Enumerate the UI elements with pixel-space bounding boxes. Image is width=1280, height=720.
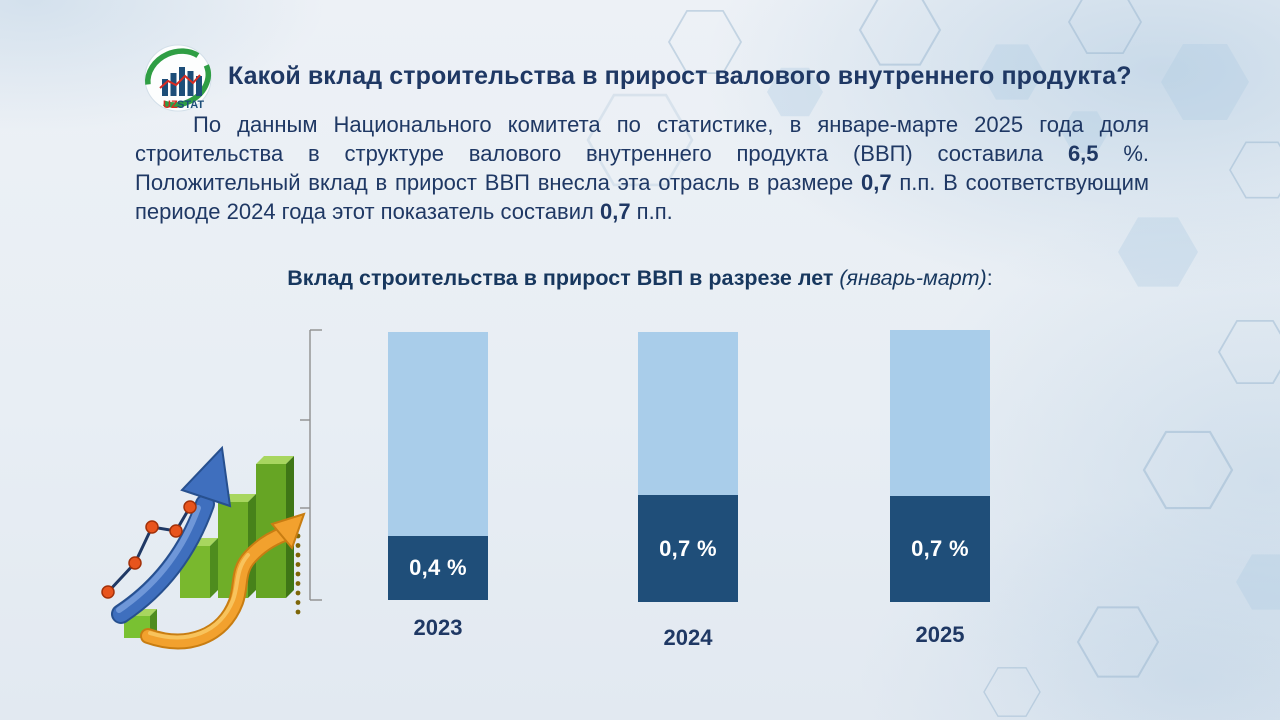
bar-segment-construction: 0,7 % bbox=[638, 495, 738, 602]
dotted-line-icon bbox=[295, 533, 301, 615]
growth-arrows-chart-illustration bbox=[101, 445, 306, 650]
category-label-2023: 2023 bbox=[413, 615, 463, 640]
logo-trend-line-icon bbox=[159, 74, 201, 89]
bar-segment-other bbox=[388, 332, 488, 536]
logo-text-uz: UZ bbox=[163, 99, 178, 111]
chart-title-segment: Вклад строительства в прирост ВВП в разр… bbox=[287, 266, 840, 290]
bar-value-label: 0,4 % bbox=[409, 555, 467, 580]
blue-arrow-icon bbox=[111, 445, 232, 624]
bar-2025: 0,7 % bbox=[890, 330, 990, 602]
bar-segment-other bbox=[638, 332, 738, 495]
dot-trend-line-icon bbox=[101, 500, 197, 599]
logo-circle bbox=[144, 44, 212, 112]
intro-bold-value: 0,7 bbox=[860, 170, 892, 195]
chart-title-segment: (январь-март) bbox=[839, 266, 987, 290]
chart-title-segment: : bbox=[986, 266, 993, 290]
bar-2023: 0,4 % bbox=[388, 332, 488, 600]
y-axis bbox=[300, 329, 322, 601]
intro-paragraph: По данным Национального комитета по стат… bbox=[135, 110, 1149, 226]
intro-text: По данным Национального комитета по стат… bbox=[135, 112, 1149, 166]
bar-segment-construction: 0,4 % bbox=[388, 536, 488, 600]
category-label-2024: 2024 bbox=[663, 625, 713, 650]
page-title: Какой вклад строительства в прирост вало… bbox=[228, 62, 1132, 90]
green-bars-icon bbox=[124, 456, 294, 638]
intro-text: %. Положительный вклад в прирост ВВП вне… bbox=[135, 141, 1149, 195]
intro-text: п.п. В соответствующим периоде 2024 года… bbox=[135, 170, 1149, 224]
intro-text: п.п. bbox=[630, 199, 673, 224]
bar-value-label: 0,7 % bbox=[911, 536, 969, 561]
orange-arrow-icon bbox=[140, 512, 306, 650]
bar-segment-other bbox=[890, 330, 990, 496]
intro-bold-value: 6,5 bbox=[1067, 141, 1099, 166]
bar-segment-construction: 0,7 % bbox=[890, 496, 990, 602]
uzstat-logo: UZ STAT bbox=[144, 44, 212, 112]
bar-value-label: 0,7 % bbox=[659, 535, 717, 561]
bar-2024: 0,7 % bbox=[638, 332, 738, 602]
logo-green-swoosh bbox=[145, 48, 211, 108]
chart-title: Вклад строительства в прирост ВВП в разр… bbox=[0, 266, 1280, 291]
category-label-2025: 2025 bbox=[915, 622, 965, 647]
logo-text-stat: STAT bbox=[177, 99, 204, 111]
intro-bold-value: 0,7 bbox=[599, 199, 631, 224]
